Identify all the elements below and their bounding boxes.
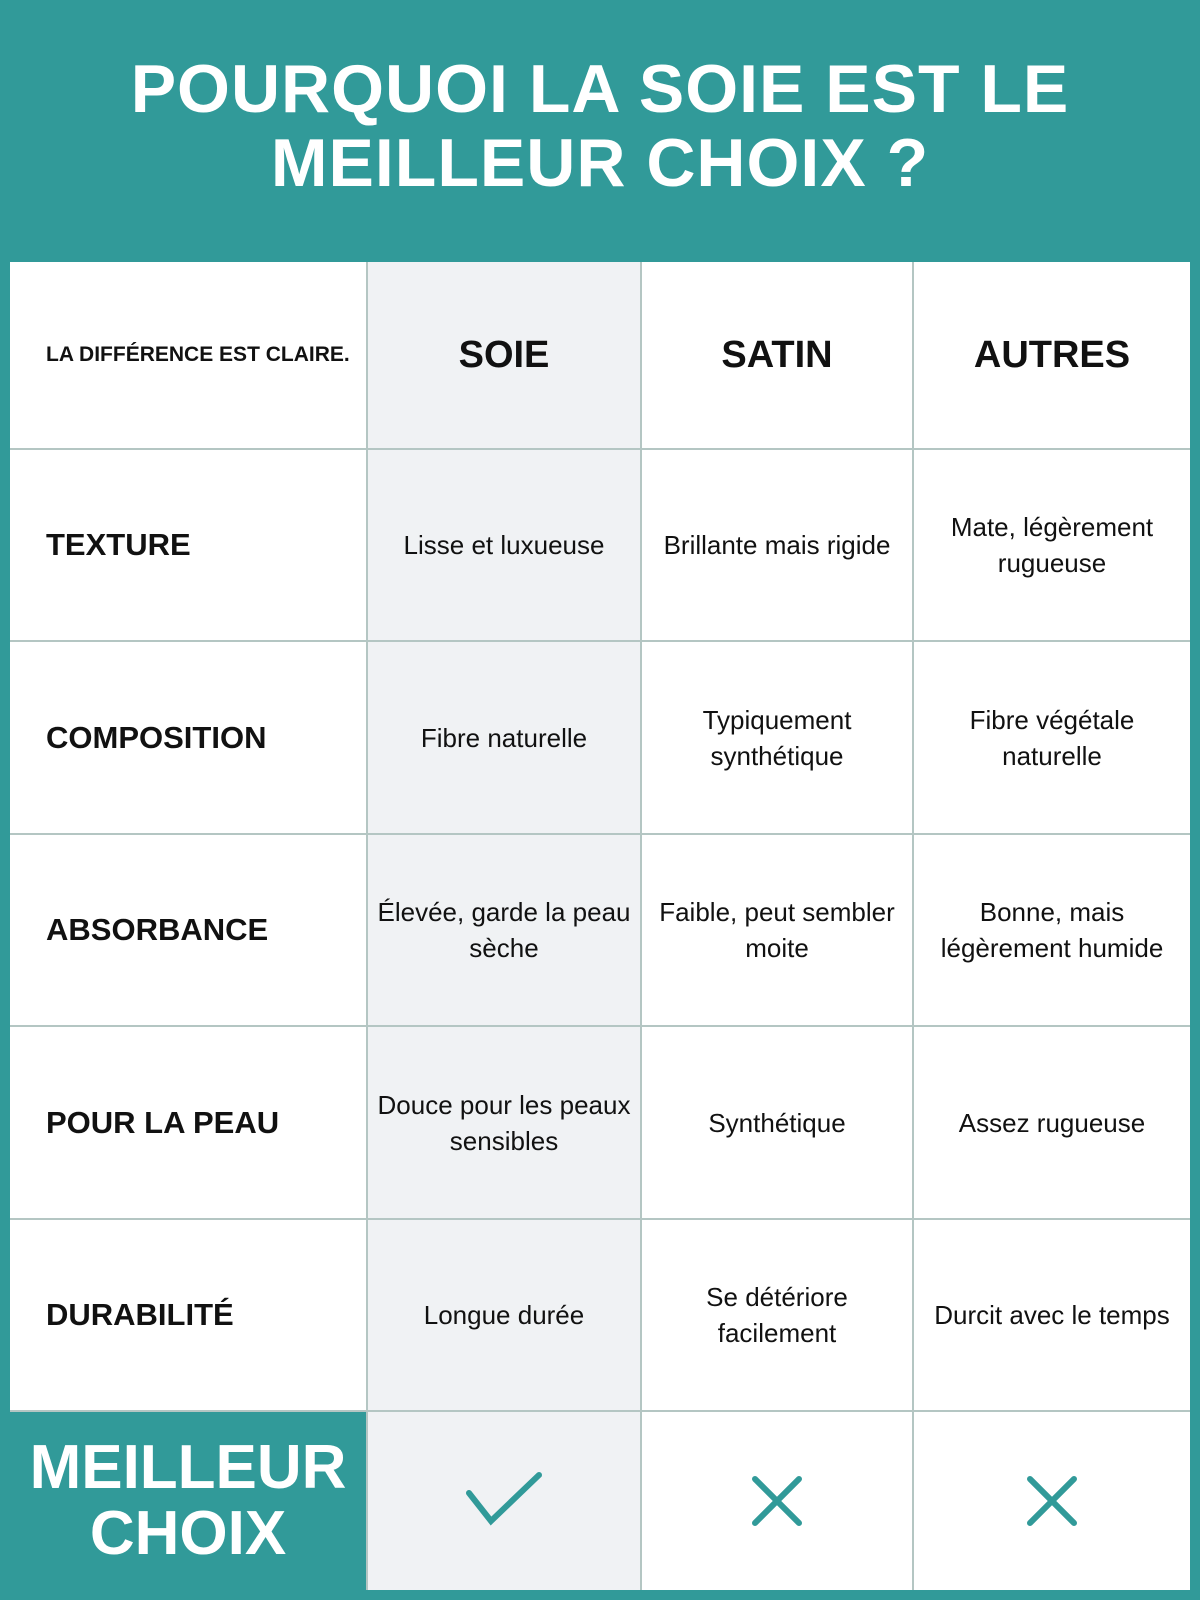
table-cell: Bonne, mais légèrement humide xyxy=(914,835,1190,1027)
table-cell: Fibre végétale naturelle xyxy=(914,642,1190,835)
table-cell: Douce pour les peaux sensibles xyxy=(368,1027,642,1220)
table-cell: Lisse et luxueuse xyxy=(368,450,642,642)
table-cell: Synthétique xyxy=(642,1027,914,1220)
row-label: ABSORBANCE xyxy=(10,835,368,1027)
comparison-table: LA DIFFÉRENCE EST CLAIRE. SOIE SATIN AUT… xyxy=(10,262,1190,1590)
column-header-satin: SATIN xyxy=(642,262,914,450)
table-cell: Élevée, garde la peau sèche xyxy=(368,835,642,1027)
row-label: TEXTURE xyxy=(10,450,368,642)
table-cell: Faible, peut sembler moite xyxy=(642,835,914,1027)
best-choice-soie xyxy=(368,1412,642,1590)
column-header-soie: SOIE xyxy=(368,262,642,450)
corner-label: LA DIFFÉRENCE EST CLAIRE. xyxy=(10,262,368,450)
row-label: DURABILITÉ xyxy=(10,1220,368,1412)
table-cell: Assez rugueuse xyxy=(914,1027,1190,1220)
table-cell: Se détériore facilement xyxy=(642,1220,914,1412)
column-header-autres: AUTRES xyxy=(914,262,1190,450)
table-cell: Durcit avec le temps xyxy=(914,1220,1190,1412)
table-cell: Typiquement synthétique xyxy=(642,642,914,835)
best-choice-satin xyxy=(642,1412,914,1590)
table-cell: Fibre naturelle xyxy=(368,642,642,835)
table-cell: Longue durée xyxy=(368,1220,642,1412)
best-choice-label: MEILLEUR CHOIX xyxy=(10,1412,368,1590)
best-choice-autres xyxy=(914,1412,1190,1590)
check-icon xyxy=(466,1472,542,1526)
cross-icon xyxy=(752,1476,802,1526)
row-label: POUR LA PEAU xyxy=(10,1027,368,1220)
row-label: COMPOSITION xyxy=(10,642,368,835)
table-cell: Mate, légèrement rugueuse xyxy=(914,450,1190,642)
table-cell: Brillante mais rigide xyxy=(642,450,914,642)
page-title: POURQUOI LA SOIE EST LE MEILLEUR CHOIX ? xyxy=(130,51,1070,201)
cross-icon xyxy=(1027,1476,1077,1526)
